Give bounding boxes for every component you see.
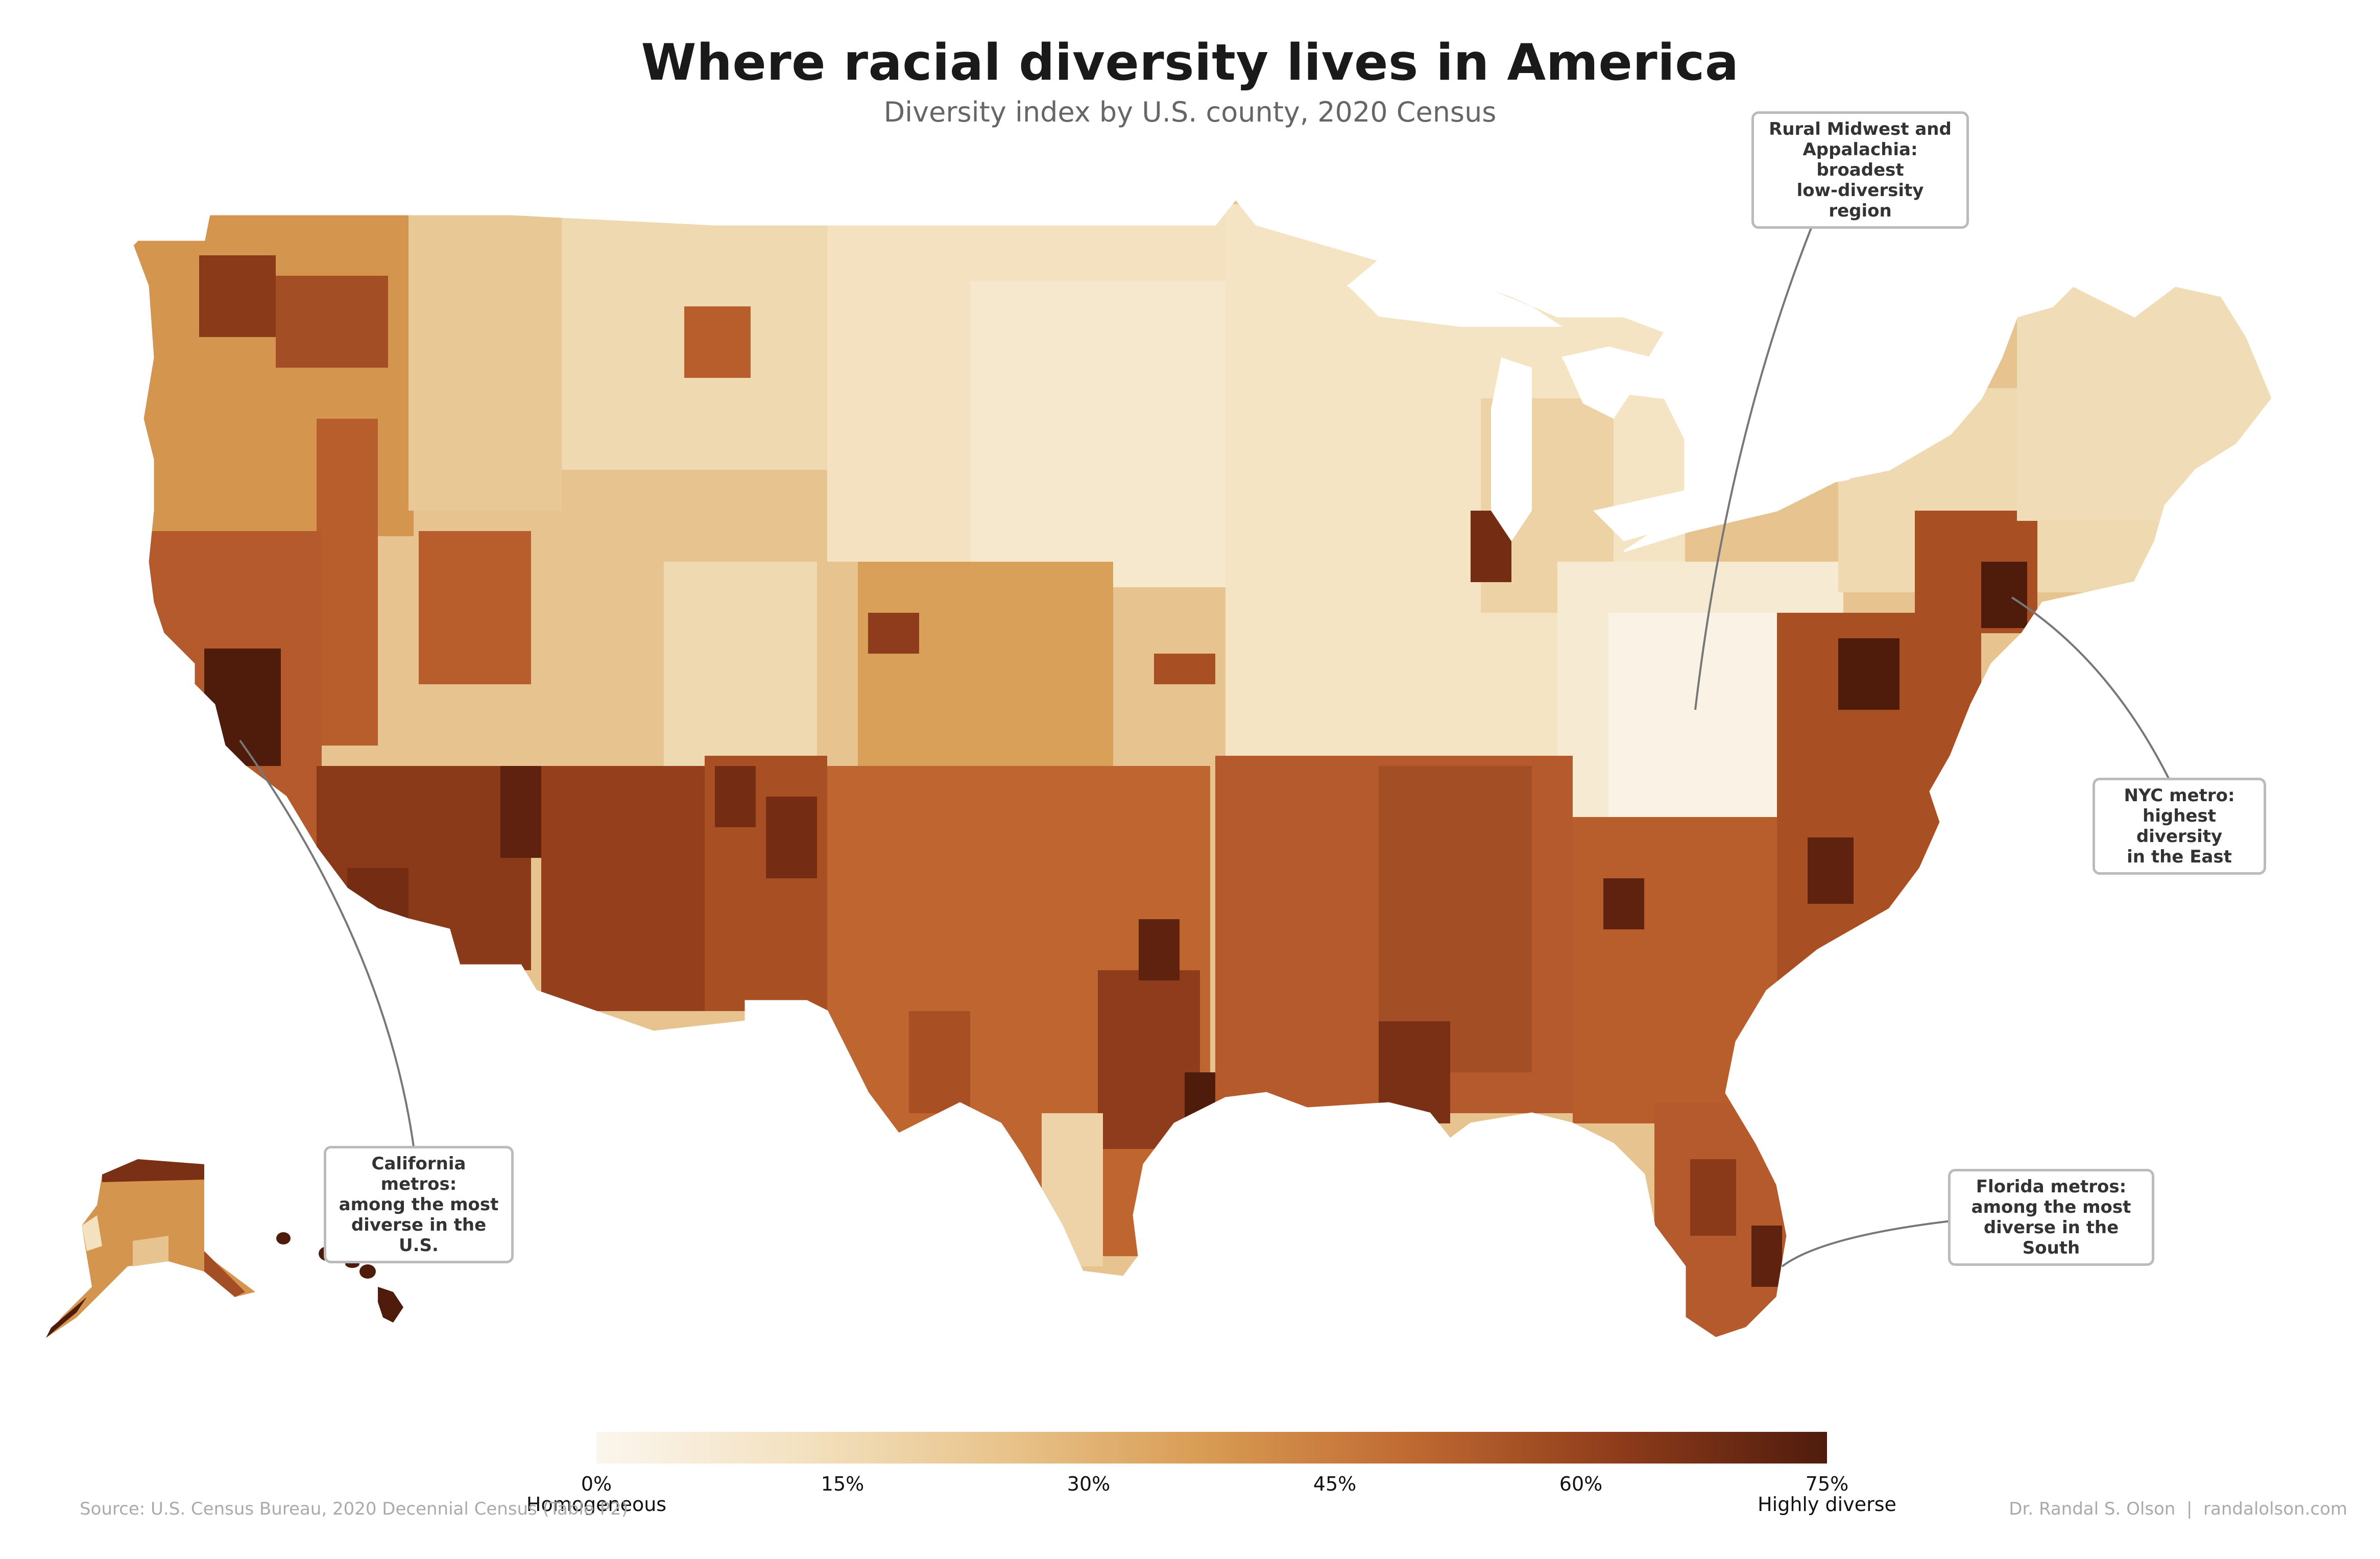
- annotation-rural-midwest: Rural Midwest and Appalachia: broadest l…: [1751, 111, 1969, 229]
- annotation-florida-metros: Florida metros: among the most diverse i…: [1948, 1169, 2154, 1266]
- annotation-nyc-metro: NYC metro: highest diversity in the East: [2093, 778, 2266, 875]
- chart-subtitle: Diversity index by U.S. county, 2020 Cen…: [883, 96, 1497, 128]
- colorbar-tick-15: 15%: [821, 1473, 864, 1495]
- author-credit: Dr. Randal S. Olson | randalolson.com: [2009, 1499, 2347, 1519]
- annotation-leader-lines: [239, 175, 2171, 1267]
- colorbar-tick-75: 75%: [1805, 1473, 1849, 1495]
- chart-title: Where racial diversity lives in America: [641, 34, 1739, 92]
- colorbar-tick-0: 0%: [581, 1473, 612, 1495]
- colorbar-tick-45: 45%: [1313, 1473, 1357, 1495]
- colorbar-high-label: Highly diverse: [1758, 1493, 1896, 1516]
- great-lakes: [1348, 286, 1889, 541]
- source-note: Source: U.S. Census Bureau, 2020 Decenni…: [80, 1499, 629, 1519]
- alaska-inset: [46, 1159, 255, 1338]
- annotation-california-metros: California metros: among the most divers…: [324, 1146, 514, 1263]
- colorbar-tick-30: 30%: [1067, 1473, 1111, 1495]
- colorbar: [596, 1432, 1827, 1464]
- colorbar-tick-60: 60%: [1559, 1473, 1603, 1495]
- colorbar-low-label: Homogeneous: [526, 1493, 667, 1516]
